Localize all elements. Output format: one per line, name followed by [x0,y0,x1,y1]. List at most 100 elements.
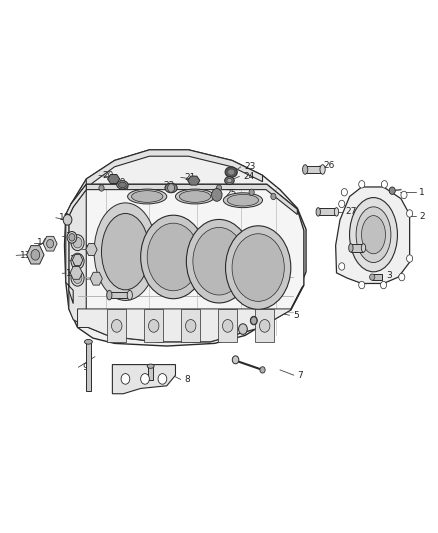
Polygon shape [255,309,274,342]
Polygon shape [305,166,322,173]
Circle shape [123,183,128,190]
Ellipse shape [165,183,177,193]
Text: 2: 2 [419,212,425,221]
Ellipse shape [361,244,366,252]
Text: 22: 22 [163,181,174,190]
Text: 3: 3 [387,271,392,280]
Polygon shape [72,255,83,265]
Text: 25: 25 [226,189,237,198]
Ellipse shape [356,207,391,263]
Ellipse shape [361,216,385,254]
Polygon shape [113,365,176,394]
Circle shape [401,191,407,199]
Circle shape [31,249,40,260]
Ellipse shape [349,244,353,252]
Circle shape [341,189,347,196]
Polygon shape [86,184,297,215]
Circle shape [121,374,130,384]
Circle shape [71,253,84,269]
Polygon shape [108,174,120,183]
Text: 20: 20 [102,171,114,180]
Polygon shape [218,309,237,342]
Polygon shape [318,208,336,215]
Circle shape [381,181,388,188]
Circle shape [370,274,375,280]
Ellipse shape [193,228,245,295]
Ellipse shape [223,193,262,208]
Ellipse shape [232,356,239,364]
Circle shape [71,235,84,251]
Polygon shape [69,190,86,327]
Text: 4: 4 [369,246,375,255]
Polygon shape [107,309,126,342]
Ellipse shape [117,181,128,189]
Text: 26: 26 [323,161,335,170]
Circle shape [73,237,82,248]
Circle shape [63,215,72,225]
Ellipse shape [141,215,206,298]
Text: 10: 10 [117,292,128,301]
Text: 1: 1 [419,188,425,197]
Circle shape [389,187,395,195]
Polygon shape [71,184,304,342]
Circle shape [148,319,159,332]
Text: 6: 6 [258,321,264,330]
Text: 7: 7 [297,370,303,379]
Polygon shape [64,150,306,346]
Text: 11: 11 [66,269,77,278]
Polygon shape [27,246,44,264]
Ellipse shape [251,317,257,325]
Polygon shape [90,272,102,285]
Polygon shape [336,187,410,284]
Circle shape [406,210,413,217]
Polygon shape [86,244,97,255]
Text: 17: 17 [85,245,97,254]
Ellipse shape [303,165,308,174]
Circle shape [249,189,254,196]
Polygon shape [78,285,304,342]
Ellipse shape [67,231,77,243]
Circle shape [141,374,149,384]
Circle shape [185,319,196,332]
Text: 24: 24 [243,172,254,181]
Ellipse shape [350,198,397,272]
Circle shape [406,255,413,262]
Ellipse shape [102,214,149,290]
Circle shape [259,319,270,332]
Text: 18: 18 [59,213,71,222]
Polygon shape [148,367,153,381]
Ellipse shape [176,189,215,204]
Text: 14: 14 [37,238,49,247]
Ellipse shape [107,290,112,300]
Text: 12: 12 [91,274,102,284]
Circle shape [112,319,122,332]
Polygon shape [372,274,382,280]
Circle shape [359,181,365,188]
Ellipse shape [227,195,258,206]
Circle shape [73,273,82,284]
Text: 16: 16 [70,255,81,264]
Text: 19: 19 [116,178,127,187]
Circle shape [168,184,175,192]
Circle shape [239,324,247,334]
Circle shape [69,233,75,241]
Polygon shape [86,150,262,190]
Ellipse shape [186,220,252,303]
Text: 15: 15 [66,232,77,241]
Ellipse shape [147,364,154,368]
Circle shape [212,189,222,201]
Polygon shape [66,184,86,304]
Ellipse shape [316,208,321,216]
Circle shape [223,319,233,332]
Circle shape [71,270,84,286]
Ellipse shape [226,226,291,309]
Ellipse shape [180,191,211,203]
Text: 8: 8 [184,375,190,384]
Text: 21: 21 [184,173,195,182]
Ellipse shape [118,182,126,188]
Ellipse shape [227,179,232,183]
Circle shape [339,263,345,270]
Circle shape [216,185,222,191]
Circle shape [271,193,276,200]
Ellipse shape [131,191,163,203]
